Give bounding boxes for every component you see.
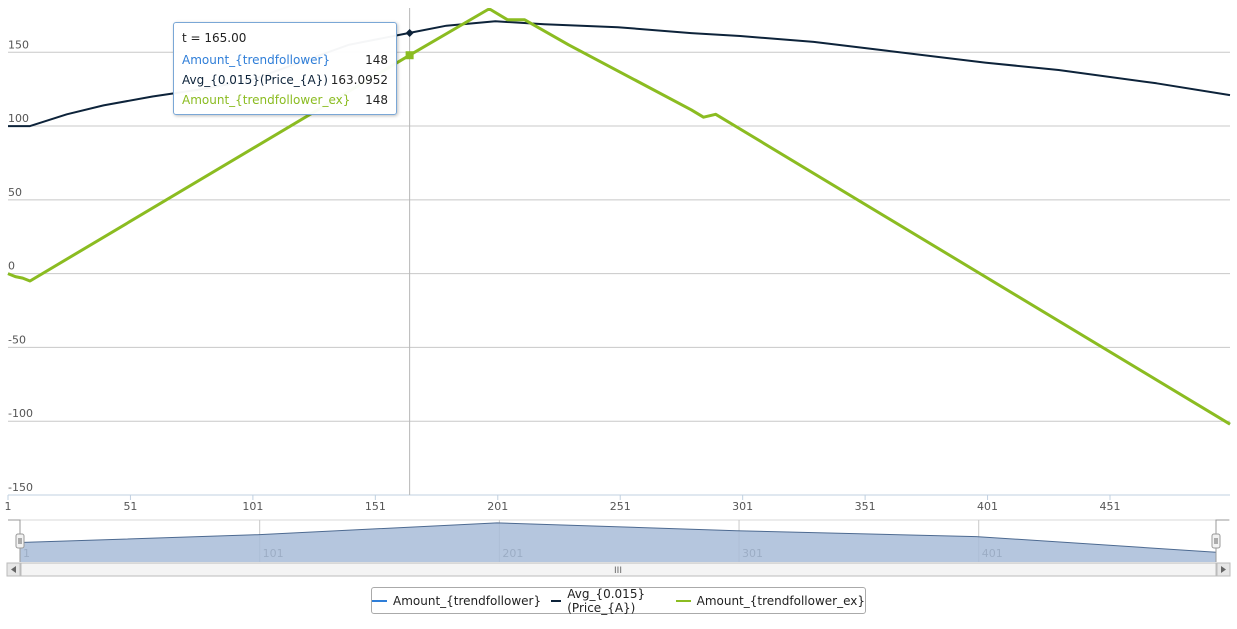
- x-tick-label: 301: [732, 500, 753, 513]
- tooltip: t = 165.00 Amount_{trendfollower} 148 Av…: [173, 22, 397, 115]
- scrollbar-grip: III: [614, 566, 622, 576]
- tooltip-series-name: Avg_{0.015}(Price_{A}): [182, 73, 328, 87]
- navigator-area: [20, 522, 1216, 562]
- y-tick-label: 100: [8, 112, 29, 125]
- scrollbar-thumb[interactable]: [20, 562, 1217, 577]
- arrow-right-icon: [1221, 566, 1226, 573]
- navigator[interactable]: 1101201301401III: [6, 519, 1231, 577]
- legend-swatch: [551, 599, 562, 602]
- tooltip-series-value: 148: [365, 53, 388, 67]
- tooltip-series-value: 163.0952: [330, 73, 388, 87]
- y-tick-label: 0: [8, 260, 15, 273]
- series-lines: [7, 8, 1231, 426]
- scroll-left-button[interactable]: [6, 562, 21, 577]
- x-tick-label: 351: [855, 500, 876, 513]
- x-tick-label: 101: [242, 500, 263, 513]
- hover-marker: [405, 28, 414, 37]
- legend-swatch: [675, 599, 691, 602]
- hover-markers: [405, 28, 414, 60]
- x-tick-label: 451: [1100, 500, 1121, 513]
- grid-lines: [7, 51, 1230, 500]
- series-line[interactable]: [8, 20, 1231, 128]
- chart-legend: Amount_{trendfollower} Avg_{0.015}(Price…: [371, 587, 866, 615]
- scroll-right-button[interactable]: [1216, 562, 1231, 577]
- x-tick-label: 251: [610, 500, 631, 513]
- navigator-line: [19, 522, 1217, 553]
- y-tick-label: 50: [8, 186, 22, 199]
- tooltip-series-name: Amount_{trendfollower_ex}: [182, 93, 351, 107]
- y-tick-label: -50: [8, 333, 26, 346]
- x-tick-label: 51: [123, 500, 137, 513]
- navigator-scrollbar[interactable]: III: [6, 562, 1231, 577]
- legend-item[interactable]: Amount_{trendfollower_ex}: [675, 593, 865, 608]
- tooltip-series-value: 148: [365, 93, 388, 107]
- navigator-handle[interactable]: [1211, 533, 1221, 549]
- legend-item[interactable]: Amount_{trendfollower}: [372, 594, 541, 608]
- tooltip-row: Avg_{0.015}(Price_{A}) 163.0952: [182, 70, 388, 90]
- legend-label: Avg_{0.015}(Price_{A}): [567, 586, 646, 615]
- tooltip-row: Amount_{trendfollower_ex} 148: [182, 90, 388, 110]
- hover-marker: [405, 51, 414, 60]
- series-line[interactable]: [7, 8, 1231, 426]
- x-tick-label: 201: [487, 500, 508, 513]
- x-tick-label: 1: [5, 500, 12, 513]
- legend-label: Amount_{trendfollower_ex}: [696, 593, 865, 608]
- tooltip-series-name: Amount_{trendfollower}: [182, 53, 331, 67]
- x-tick-label: 151: [365, 500, 386, 513]
- y-tick-label: -150: [8, 481, 33, 494]
- y-tick-label: 150: [8, 38, 29, 51]
- legend-item[interactable]: Avg_{0.015}(Price_{A}): [551, 587, 665, 615]
- legend-label: Amount_{trendfollower}: [393, 593, 542, 608]
- navigator-handle[interactable]: [15, 533, 25, 549]
- y-tick-label: -100: [8, 407, 33, 420]
- tooltip-row: Amount_{trendfollower} 148: [182, 50, 388, 70]
- arrow-left-icon: [11, 566, 16, 573]
- y-axis-labels: 150 100 50 0 -50 -100 -150: [8, 38, 33, 494]
- x-tick-label: 401: [977, 500, 998, 513]
- tooltip-title: t = 165.00: [182, 31, 247, 45]
- legend-swatch: [372, 599, 387, 602]
- x-axis-labels: 1 51 101 151 201 251 301 351 401 451: [5, 500, 1121, 513]
